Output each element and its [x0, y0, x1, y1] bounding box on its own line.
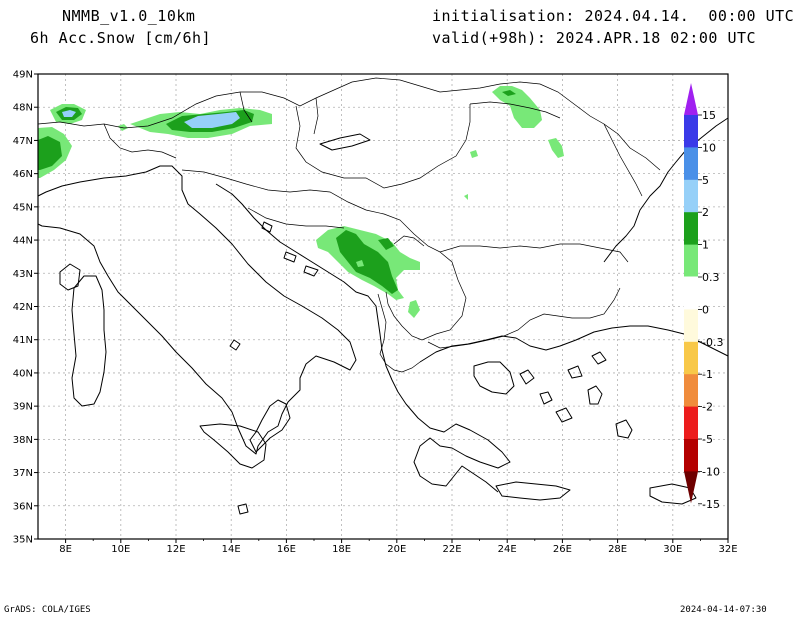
- lat-label: 46N: [13, 169, 33, 180]
- colorbar-band: [684, 374, 698, 408]
- country-borders: [37, 77, 661, 373]
- colorbar-arrow-bottom: [684, 471, 698, 504]
- colorbar-band: [684, 244, 698, 278]
- lat-label: 44N: [13, 236, 33, 247]
- snow-area-eastern-alps: [118, 108, 272, 138]
- lon-label: 18E: [332, 544, 351, 555]
- color-legend: 15 10 5 2 1 0.3 0 -0.3 -1 -2 -5 -10 -15: [683, 83, 723, 511]
- colorbar-label: 0: [702, 303, 709, 316]
- grads-credit: GrADS: COLA/IGES: [4, 605, 91, 615]
- variable-title: 6h Acc.Snow [cm/6h]: [30, 29, 212, 47]
- lon-label: 26E: [553, 544, 572, 555]
- lat-label: 41N: [13, 335, 33, 346]
- colorbar-band: [683, 276, 699, 311]
- graticule: [38, 74, 728, 539]
- snow-area-alps-west: [38, 104, 86, 178]
- lon-label: 24E: [498, 544, 517, 555]
- colorbar-label: -2: [702, 401, 713, 414]
- init-time: initialisation: 2024.04.14. 00:00 UTC: [432, 7, 795, 25]
- lat-label: 36N: [13, 501, 33, 512]
- lat-label: 42N: [13, 302, 33, 313]
- colorbar-band: [684, 439, 698, 472]
- lon-label: 22E: [442, 544, 461, 555]
- lat-label: 45N: [13, 202, 33, 213]
- render-timestamp: 2024-04-14-07:30: [680, 605, 767, 615]
- colorbar-label: 10: [702, 141, 716, 154]
- colorbar-arrow-top: [684, 83, 698, 115]
- map-panel: [37, 74, 729, 539]
- lat-label: 40N: [13, 368, 33, 379]
- coastlines: [37, 117, 729, 515]
- lat-label: 38N: [13, 435, 33, 446]
- lon-label: 12E: [166, 544, 185, 555]
- colorbar-label: -0.3: [702, 336, 723, 349]
- lat-label: 47N: [13, 136, 33, 147]
- colorbar-band: [684, 212, 698, 246]
- latitude-labels: 49N 48N 47N 46N 45N 44N 43N 42N 41N 40N 39N 38N 37N 3…: [13, 70, 38, 546]
- valid-time: valid(+98h): 2024.APR.18 02:00 UTC: [432, 29, 757, 47]
- lon-label: 20E: [387, 544, 406, 555]
- model-title: NMMB_v1.0_10km: [62, 7, 196, 25]
- lat-label: 39N: [13, 402, 33, 413]
- colorbar-label: 5: [702, 174, 709, 187]
- lon-label: 32E: [718, 544, 737, 555]
- lat-label: 48N: [13, 103, 33, 114]
- colorbar-band: [684, 341, 698, 375]
- colorbar-label: 15: [702, 109, 716, 122]
- colorbar-band: [684, 115, 698, 148]
- lon-label: 16E: [277, 544, 296, 555]
- colorbar-band: [684, 309, 698, 343]
- snow-area-carpathians: [464, 86, 564, 200]
- lat-label: 37N: [13, 468, 33, 479]
- snow-area-dinaric-alps: [316, 226, 420, 318]
- colorbar-band: [684, 147, 698, 181]
- colorbar-label: 0.3: [702, 271, 720, 284]
- colorbar-band: [684, 179, 698, 213]
- lon-label: 8E: [59, 544, 72, 555]
- lon-label: 10E: [111, 544, 130, 555]
- lon-label: 28E: [608, 544, 627, 555]
- colorbar-label: 2: [702, 206, 709, 219]
- longitude-labels: 8E 10E 12E 14E 16E 18E 20E 22E 24E 26E 28E 30E 32E: [59, 539, 738, 555]
- colorbar-label: -15: [702, 498, 720, 511]
- colorbar-label: -1: [702, 368, 713, 381]
- lat-label: 43N: [13, 269, 33, 280]
- colorbar-label: -10: [702, 465, 720, 478]
- colorbar-label: 1: [702, 239, 709, 252]
- lat-label: 35N: [13, 535, 33, 546]
- colorbar-band: [684, 406, 698, 440]
- lon-label: 30E: [663, 544, 682, 555]
- lat-label: 49N: [13, 70, 33, 81]
- lon-label: 14E: [222, 544, 241, 555]
- colorbar-label: -5: [702, 433, 713, 446]
